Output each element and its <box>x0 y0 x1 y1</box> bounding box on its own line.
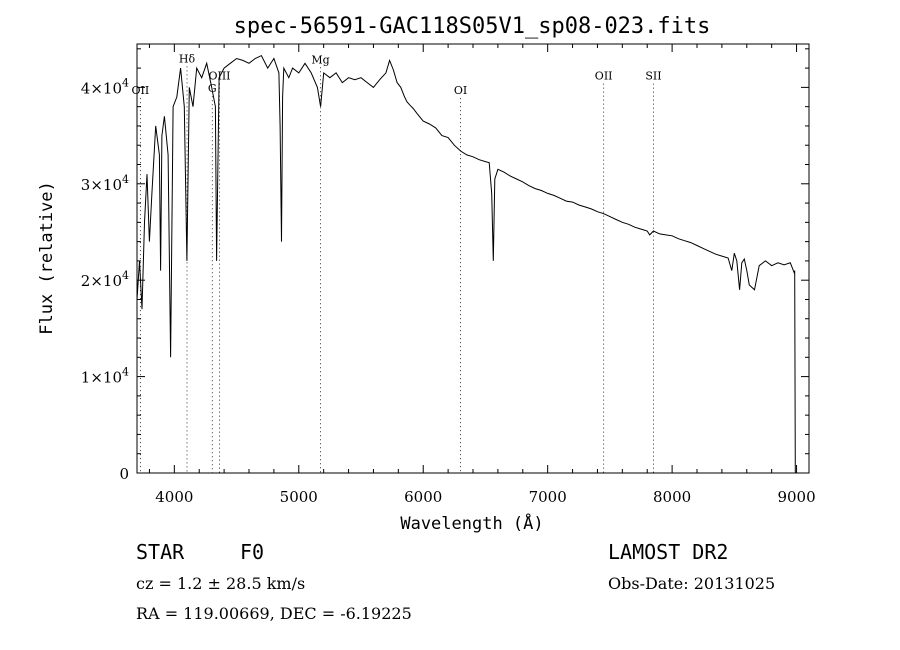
y-tick-label: 3×104 <box>81 173 129 194</box>
y-tick-label: 1×104 <box>81 366 129 387</box>
line-marker-label: OII <box>132 84 150 97</box>
x-axis-label: Wavelength (Å) <box>400 512 543 534</box>
x-tick-label: 4000 <box>155 488 193 506</box>
y-axis-label: Flux (relative) <box>37 181 57 335</box>
plot-frame <box>136 43 810 474</box>
x-tick-label: 7000 <box>529 488 567 506</box>
object-type: STAR <box>136 540 185 564</box>
line-marker-label: Hδ <box>179 52 196 65</box>
y-tick-label: 0 <box>119 465 129 483</box>
spectrum-line <box>136 54 796 474</box>
y-tick-label: 2×104 <box>81 269 129 290</box>
observation-date: Obs-Date: 20131025 <box>608 574 776 593</box>
redshift-readout: cz = 1.2 ± 28.5 km/s <box>136 574 306 593</box>
line-marker-label: OII <box>595 70 613 83</box>
coordinates-readout: RA = 119.00669, DEC = -6.19225 <box>136 604 412 623</box>
y-tick-label: 4×104 <box>81 76 129 97</box>
line-marker-label: OI <box>454 84 467 97</box>
x-tick-label: 9000 <box>777 488 815 506</box>
x-tick-label: 6000 <box>404 488 442 506</box>
x-tick-label: 8000 <box>653 488 691 506</box>
spectral-subclass: F0 <box>240 540 265 564</box>
survey-name: LAMOST DR2 <box>608 540 729 564</box>
x-tick-label: 5000 <box>280 488 318 506</box>
chart-title: spec-56591-GAC118S05V1_sp08-023.fits <box>234 14 711 39</box>
line-marker-label: Mg <box>311 53 329 66</box>
line-marker-label: SII <box>645 70 661 83</box>
axis-ticks: 4000 5000 6000 7000 8000 9000 0 1×104 2×104 3×104… <box>81 44 816 506</box>
